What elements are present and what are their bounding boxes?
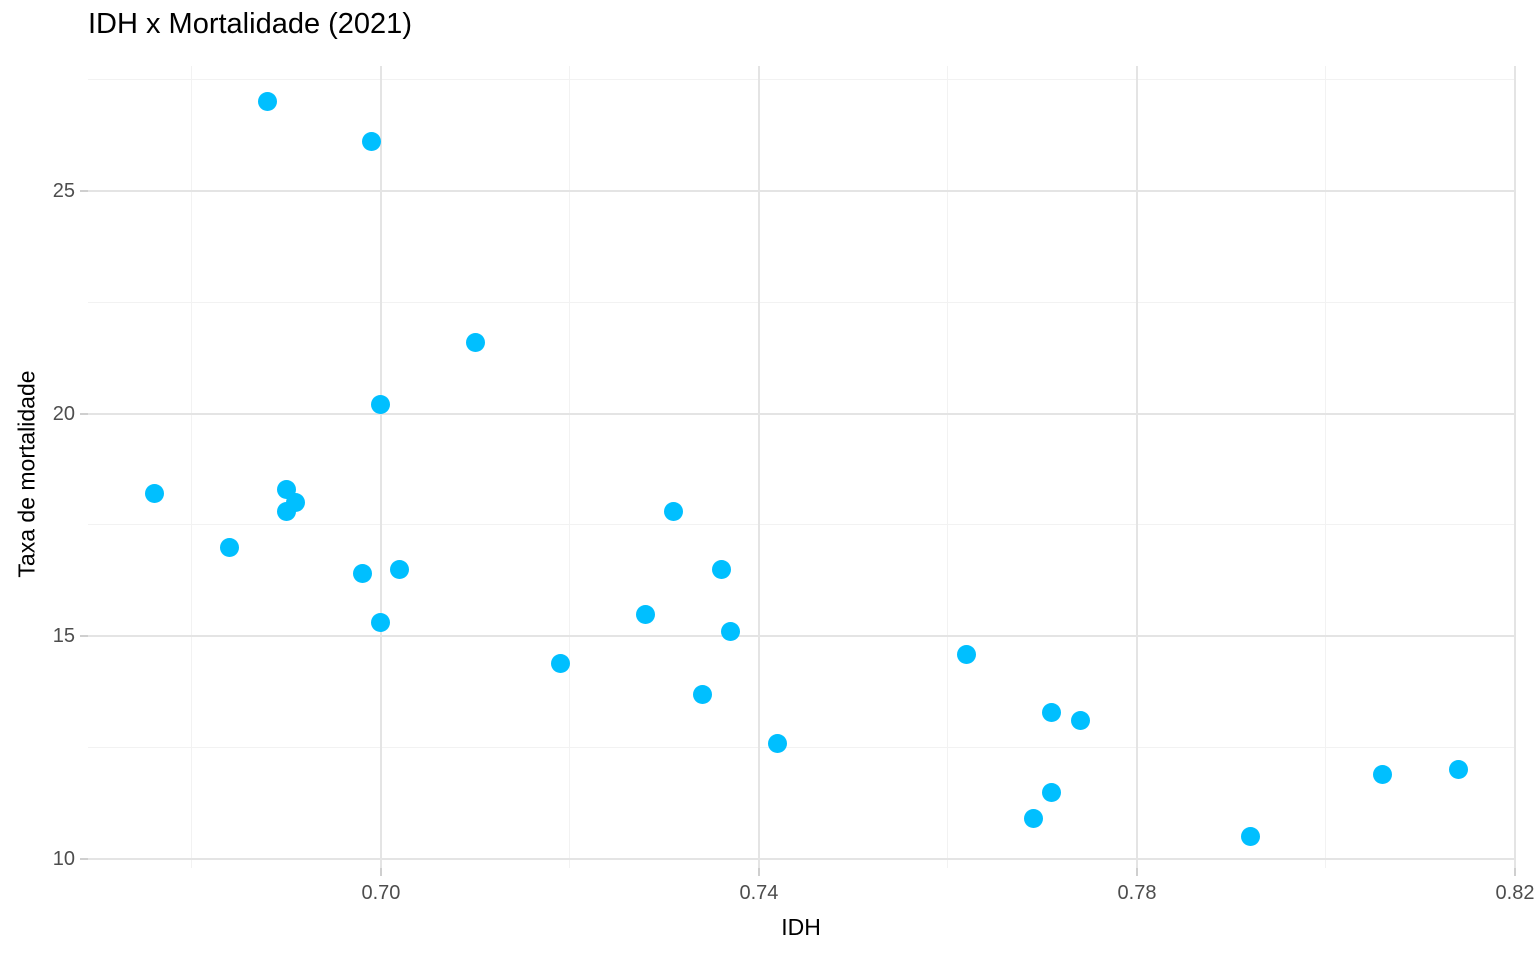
gridline-minor-horizontal — [88, 301, 1515, 303]
data-point — [551, 653, 571, 673]
data-point — [1240, 827, 1260, 847]
data-point — [1042, 782, 1062, 802]
gridline-major-vertical — [379, 66, 382, 868]
gridline-major-horizontal — [88, 635, 1515, 638]
data-point — [371, 395, 391, 415]
data-point — [711, 559, 731, 579]
data-point — [1070, 711, 1090, 731]
plot-panel — [88, 66, 1516, 868]
y-tick-label: 10 — [52, 848, 75, 871]
data-point — [352, 564, 372, 584]
data-point — [768, 733, 788, 753]
x-tick-mark — [1135, 868, 1138, 876]
data-point — [664, 502, 684, 522]
x-tick-label: 0.74 — [739, 882, 779, 904]
data-point — [636, 604, 656, 624]
gridline-major-horizontal — [88, 858, 1515, 861]
data-point — [957, 644, 977, 664]
gridline-minor-horizontal — [88, 524, 1515, 526]
gridline-minor-vertical — [1325, 66, 1327, 868]
data-point — [1023, 809, 1043, 829]
data-point — [1373, 764, 1393, 784]
data-point — [692, 684, 712, 704]
data-point — [1448, 760, 1468, 780]
gridline-minor-horizontal — [88, 747, 1515, 749]
data-point — [258, 92, 278, 112]
y-tick-label: 15 — [52, 625, 75, 648]
data-point — [276, 502, 296, 522]
gridline-minor-vertical — [569, 66, 571, 868]
data-point — [144, 484, 164, 504]
data-point — [390, 559, 410, 579]
x-tick-mark — [757, 868, 760, 876]
y-tick-mark — [80, 189, 88, 192]
y-axis-title: Taxa de mortalidade — [13, 370, 40, 578]
data-point — [465, 332, 485, 352]
y-tick-mark — [80, 635, 88, 638]
data-point — [1042, 702, 1062, 722]
x-tick-label: 0.78 — [1117, 882, 1157, 904]
y-tick-label: 20 — [52, 402, 75, 425]
gridline-minor-horizontal — [88, 78, 1515, 80]
y-tick-mark — [80, 858, 88, 861]
data-point — [220, 537, 240, 557]
chart-title: IDH x Mortalidade (2021) — [88, 8, 412, 40]
data-point — [362, 132, 381, 152]
gridline-major-vertical — [1514, 66, 1516, 868]
x-tick-label: 0.70 — [361, 882, 401, 904]
x-tick-mark — [1514, 868, 1516, 876]
x-tick-label: 0.82 — [1495, 882, 1535, 904]
data-point — [371, 613, 391, 633]
x-axis-title: IDH — [781, 914, 821, 940]
y-tick-mark — [80, 412, 88, 415]
gridline-major-horizontal — [88, 189, 1515, 192]
data-point — [721, 622, 741, 642]
gridline-minor-vertical — [947, 66, 949, 868]
x-tick-mark — [379, 868, 382, 876]
gridline-major-horizontal — [88, 412, 1515, 415]
gridline-major-vertical — [757, 66, 760, 868]
gridline-minor-vertical — [191, 66, 193, 868]
gridline-major-vertical — [1135, 66, 1138, 868]
y-tick-label: 25 — [52, 179, 75, 202]
